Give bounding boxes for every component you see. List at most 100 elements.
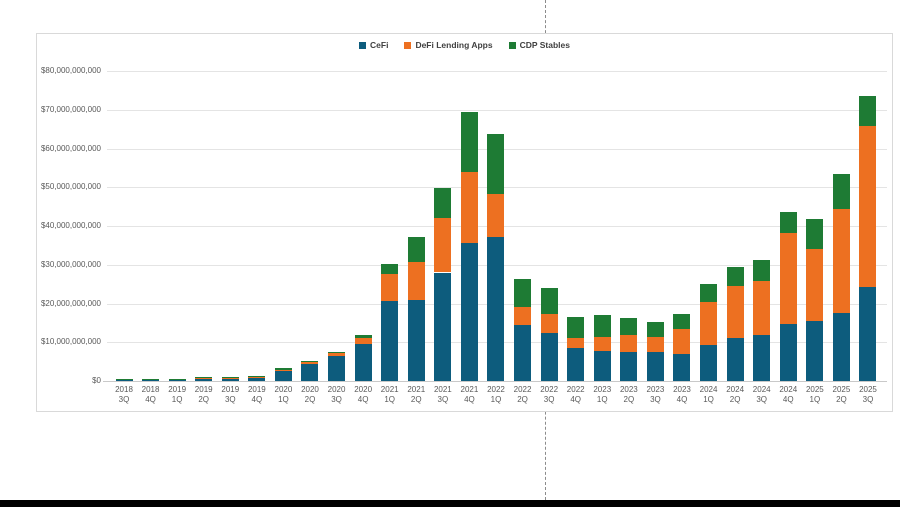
bottom-black-bar <box>0 500 900 507</box>
bar-segment <box>540 314 558 334</box>
y-axis-tick-label: $60,000,000,000 <box>40 143 101 153</box>
bar-segment <box>115 379 133 381</box>
bar-segment <box>274 371 292 381</box>
bar-segment <box>328 355 346 381</box>
bar-segment <box>646 321 664 337</box>
bar-segment <box>620 318 638 335</box>
bar-segment <box>168 378 186 380</box>
x-axis-tick-label: 2018 3Q <box>115 385 133 404</box>
legend-swatch-cefi-icon <box>359 41 367 49</box>
bar-segment <box>726 266 744 287</box>
bar-segment <box>673 314 691 330</box>
bar-segment <box>460 172 478 243</box>
bar-segment <box>195 378 213 381</box>
bar-segment <box>328 353 346 356</box>
y-axis-tick-label: $0 <box>92 376 101 385</box>
bar-segment <box>354 338 372 345</box>
bar-segment <box>301 364 319 381</box>
bar-segment <box>460 242 478 381</box>
x-axis-tick-label: 2023 3Q <box>646 385 665 404</box>
y-axis-tick-label: $50,000,000,000 <box>40 182 101 192</box>
x-axis-tick-label: 2019 3Q <box>221 385 240 404</box>
bar-segment <box>753 260 771 282</box>
bar-segment <box>646 336 664 352</box>
bar-segment <box>673 329 691 354</box>
bar-segment <box>221 377 239 379</box>
x-axis-tick-label: 2022 4Q <box>566 385 585 404</box>
legend-label-defi: DeFi Lending Apps <box>415 40 493 50</box>
bar-segment <box>753 281 771 336</box>
bar-segment <box>407 262 425 300</box>
x-axis-tick-label: 2024 1Q <box>699 385 718 404</box>
bar-segment <box>567 337 585 349</box>
bar-segment <box>434 187 452 218</box>
x-axis-tick-label: 2020 4Q <box>354 385 373 404</box>
x-axis-tick-label: 2023 2Q <box>619 385 638 404</box>
bar-segment <box>248 375 266 377</box>
bar-segment <box>859 96 877 127</box>
bar-segment <box>567 348 585 381</box>
bar-segment <box>806 218 824 249</box>
x-axis-tick-label: 2021 4Q <box>460 385 479 404</box>
bar-segment <box>593 337 611 352</box>
x-axis-tick-label: 2024 2Q <box>726 385 745 404</box>
y-axis-tick-label: $70,000,000,000 <box>40 104 101 114</box>
x-axis-tick-label: 2025 2Q <box>832 385 851 404</box>
legend-item-cefi: CeFi <box>359 40 388 50</box>
chart-frame[interactable]: CeFi DeFi Lending Apps CDP Stables $0 $10… <box>36 33 893 412</box>
x-axis-tick-label: 2024 4Q <box>779 385 798 404</box>
legend-item-cdp-stables: CDP Stables <box>508 40 570 50</box>
bar-segment <box>354 334 372 339</box>
bar-segment <box>806 248 824 321</box>
bar-segment <box>248 376 266 378</box>
bar-segment <box>726 337 744 381</box>
y-axis-tick-label: $10,000,000,000 <box>40 337 101 347</box>
bar-segment <box>221 376 239 378</box>
bar-segment <box>593 315 611 338</box>
bar-segment <box>700 345 718 381</box>
y-axis-tick-label: $80,000,000,000 <box>40 66 101 75</box>
bar-segment <box>673 353 691 381</box>
x-axis-tick-label: 2023 1Q <box>593 385 612 404</box>
legend-swatch-cdp-icon <box>508 41 516 49</box>
bar-segment <box>301 360 319 362</box>
x-axis-tick-label: 2019 4Q <box>247 385 266 404</box>
legend-label-cefi: CeFi <box>370 40 389 50</box>
x-axis-line <box>103 381 887 382</box>
bar-segment <box>487 236 505 381</box>
bar-segment <box>142 379 160 381</box>
bar-segment <box>407 236 425 263</box>
bar-segment <box>142 378 160 380</box>
bar-segment <box>434 272 452 381</box>
bar-segment <box>753 335 771 381</box>
x-axis-tick-label: 2025 3Q <box>859 385 877 404</box>
bar-segment <box>832 173 850 209</box>
bar-segment <box>859 286 877 381</box>
bar-segment <box>646 351 664 381</box>
bar-segment <box>540 287 558 315</box>
bar-segment <box>859 126 877 287</box>
bar-segment <box>806 320 824 381</box>
x-axis-tick-label: 2022 3Q <box>540 385 559 404</box>
bar-segment <box>779 232 797 325</box>
bar-segment <box>381 263 399 275</box>
bar-segment <box>593 351 611 381</box>
legend-label-cdp: CDP Stables <box>519 40 570 50</box>
bar-segment <box>381 274 399 302</box>
bar-segment <box>195 377 213 379</box>
bar-segment <box>115 379 133 380</box>
bar-segment <box>274 369 292 372</box>
gridline <box>107 109 887 111</box>
bar-segment <box>248 377 266 381</box>
bar-segment <box>168 379 186 381</box>
bar-segment <box>301 362 319 365</box>
bar-segment <box>487 194 505 237</box>
x-axis-tick-label: 2024 3Q <box>752 385 771 404</box>
x-axis-tick-label: 2020 2Q <box>301 385 319 404</box>
bar-segment <box>700 301 718 346</box>
y-axis-tick-label: $20,000,000,000 <box>40 298 101 308</box>
bar-segment <box>540 333 558 381</box>
bar-segment <box>274 368 292 370</box>
x-axis-tick-label: 2020 1Q <box>274 385 293 404</box>
x-axis-tick-label: 2019 2Q <box>194 385 213 404</box>
